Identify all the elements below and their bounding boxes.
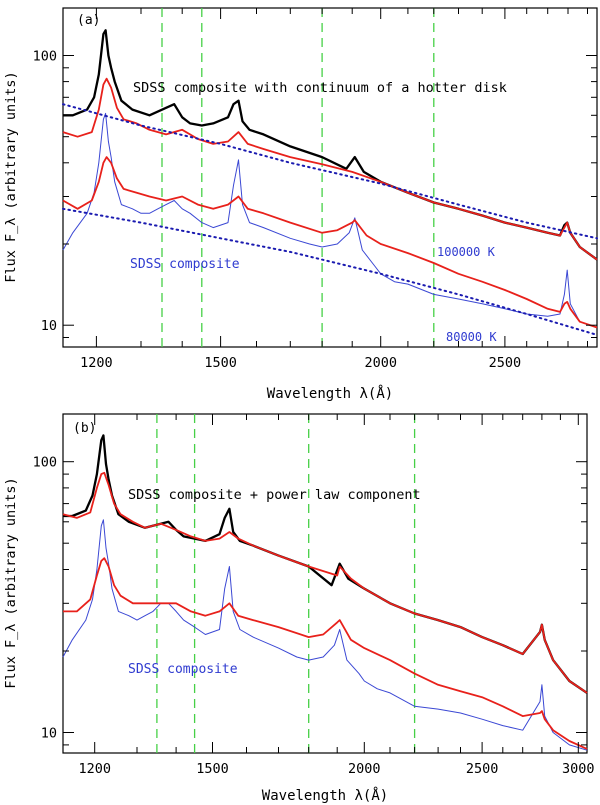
panel-a-series-6 [62, 207, 598, 336]
panel-b-y-tick-label-10: 10 [41, 726, 57, 742]
panel-a-x-tick-label-2000: 2000 [364, 355, 397, 371]
panel-a-y-tick-label-100: 100 [33, 49, 57, 65]
panel-b-annotation-power-law: SDSS composite + power law component [128, 487, 421, 503]
panel-b-x-tick-label-2500: 2500 [466, 761, 499, 777]
panel-a-annotation-sdss-composite: SDSS composite [130, 257, 240, 272]
panel-a: 1200 1500 2000 2500 10 100 (a) SDSS composite… [3, 7, 598, 402]
panel-a-series-3 [62, 112, 598, 328]
panel-a-y-tick-label-10: 10 [41, 318, 57, 334]
panel-a-series-5 [62, 103, 598, 240]
panel-a-y-axis-label: Flux F_λ (arbitrary units) [3, 71, 19, 282]
panel-a-x-tick-label-1500: 1500 [204, 355, 237, 371]
panel-b-series-3 [62, 519, 588, 751]
panel-b-y-axis-label: Flux F_λ (arbitrary units) [3, 477, 19, 688]
panel-b-x-tick-label-2000: 2000 [348, 761, 381, 777]
panel-a-x-tick-label-2500: 2500 [489, 355, 522, 371]
panel-a-annotation-80000k: 80000 K [446, 330, 497, 344]
panel-a-x-tick-label-1200: 1200 [80, 355, 113, 371]
panel-b-x-tick-label-1500: 1500 [196, 761, 229, 777]
panel-a-x-axis-label: Wavelength λ(Å) [267, 385, 393, 402]
panel-b-label: (b) [73, 421, 96, 436]
panel-a-annotation-100000k: 100000 K [437, 245, 496, 259]
panel-b-x-axis-label: Wavelength λ(Å) [262, 787, 388, 804]
panel-a-annotation-hotter-disk: SDSS composite with continuum of a hotte… [133, 80, 507, 96]
panel-b-frame [62, 413, 588, 754]
panel-a-series-2 [62, 77, 598, 261]
panel-b-series-2 [62, 471, 588, 694]
panel-b-x-tick-label-1200: 1200 [78, 761, 111, 777]
panel-b-series-1 [63, 434, 588, 694]
panel-a-frame [62, 7, 598, 348]
panel-a-series-4 [62, 156, 598, 329]
panel-b-series-4 [63, 557, 588, 750]
panel-b-annotation-sdss-composite: SDSS composite [128, 662, 238, 677]
panel-b: 1200 1500 2000 2500 3000 10 100 (b) SDSS compo… [3, 413, 595, 804]
panel-b-x-tick-label-3000: 3000 [562, 761, 595, 777]
panel-a-label: (a) [77, 13, 100, 28]
panel-b-y-tick-label-100: 100 [33, 455, 57, 471]
